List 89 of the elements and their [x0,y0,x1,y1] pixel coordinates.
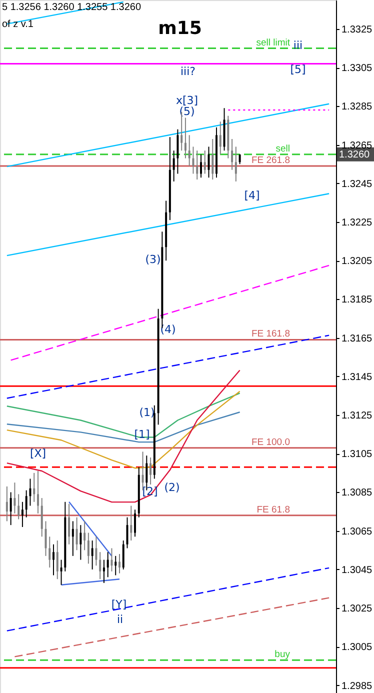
candlestick [52,544,55,576]
candlestick [172,150,175,182]
candlestick [95,536,98,566]
candlestick [36,470,39,514]
candlestick [114,555,117,576]
y-tick-label: 1.3125 [342,410,373,422]
candlestick [91,540,94,570]
candlestick [188,134,190,167]
annotation: (3) [145,253,161,266]
candlestick [150,456,152,486]
ref-line-label: FE 61.8 [256,504,290,516]
candlestick [87,532,90,564]
candlestick [234,146,237,182]
candlestick [72,520,74,556]
y-tick-label: 1.3145 [342,372,373,383]
annotation: (2) [164,481,180,494]
candlestick [192,146,194,174]
candlestick [134,509,136,538]
annotation: [4] [244,189,260,202]
candlestick [200,154,202,178]
y-tick-label: 1.3045 [342,564,373,576]
candlestick [184,117,186,159]
candlestick [40,498,43,538]
y-tick-label: 1.3305 [342,63,373,74]
annotation: (1) [139,406,155,419]
candlestick [118,554,120,574]
annotation: [5] [290,63,306,76]
candlestick [68,503,70,545]
annotation: 1.3260 [339,149,370,160]
candlestick [48,536,51,568]
candlestick [110,548,113,572]
candlestick [212,138,214,180]
y-tick-label: 1.3165 [342,333,373,344]
candlestick [102,559,105,584]
y-tick-label: 1.3225 [342,217,373,228]
candlestick [6,486,8,522]
annotation: ii [116,613,124,626]
y-tick-label: 1.2985 [342,680,373,692]
candlestick [21,501,24,528]
y-tick-label: 1.3105 [342,449,373,460]
candlestick [18,494,20,520]
candlestick [196,150,198,180]
y-tick-label: 1.3205 [342,256,373,268]
candlestick [176,128,179,174]
annotation: x[3] [176,94,198,107]
y-tick-label: 1.3025 [342,604,373,615]
ref-line-label: FE 161.8 [251,328,290,340]
y-tick-label: 1.3005 [342,642,373,654]
ref-line-label: FE 261.8 [251,155,290,166]
candlestick [130,505,132,541]
candlestick [33,472,36,502]
candlestick [14,482,16,514]
y-tick-label: 1.3185 [342,294,373,306]
annotation: [Y] [111,598,127,611]
candlestick [56,540,58,580]
candlestick [219,121,222,155]
candlestick [106,552,109,578]
candlestick [76,516,78,551]
annotation: of z v.1 [2,19,34,30]
candlestick [204,150,206,174]
y-tick-label: 1.3325 [342,24,373,36]
annotation: [X] [30,447,46,460]
candlestick [25,490,28,518]
y-tick-label: 1.3285 [342,102,373,113]
ref-line-label: FE 100.0 [251,436,290,448]
text: m15 [158,18,202,39]
candlestick [208,146,210,178]
ref-line-label: buy [274,649,290,660]
y-tick-label: 1.3085 [342,488,373,499]
annotation: iii? [180,65,196,78]
candlestick [142,451,144,491]
candlestick [44,520,47,556]
candlestick [84,520,86,551]
candlestick [29,478,32,506]
candlestick [126,516,128,549]
candlestick [231,138,234,170]
candlestick [122,540,124,570]
y-tick-label: 1.3245 [342,178,373,190]
y-tick-label: 1.3065 [342,526,373,538]
annotation: (5) [179,105,195,118]
candlestick [99,552,102,580]
candlestick [60,559,62,586]
line-series [6,392,240,438]
candlestick [80,524,82,560]
candlestick [10,492,12,526]
annotation: (4) [160,323,176,336]
ref-line-label: sell limit [256,37,290,48]
line-series [6,370,240,503]
ref-line-label: sell [276,143,290,154]
